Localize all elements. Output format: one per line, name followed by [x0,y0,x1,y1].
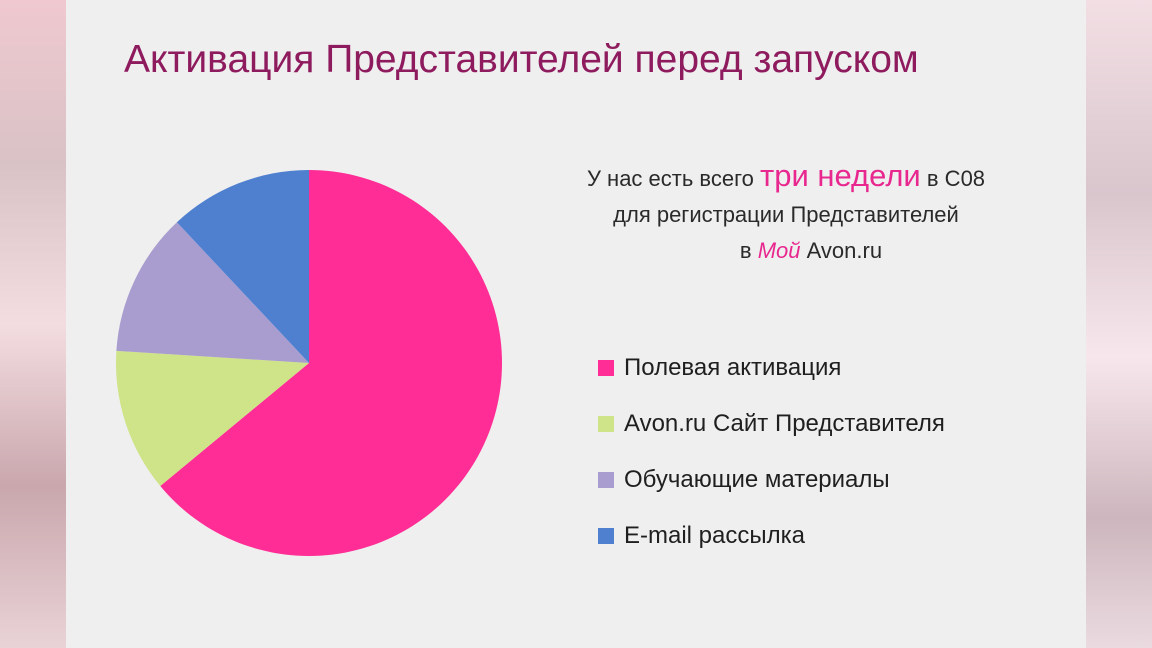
legend-swatch [598,528,614,544]
subtitle-line-3: в Мой Avon.ru [506,233,1066,269]
legend-label: Полевая активация [624,354,842,381]
background-photo-right [1086,0,1152,648]
subtitle-line-3-suffix: Avon.ru [800,238,883,263]
slide-title: Активация Представителей перед запуском [124,38,919,81]
pie-slice-3 [116,222,309,363]
legend-label: Avon.ru Сайт Представителя [624,410,945,437]
legend-label: Обучающие материалы [624,466,890,493]
subtitle-line-1: У нас есть всего три недели в C08 [506,158,1066,197]
legend-item-2: Avon.ru Сайт Представителя [598,396,945,452]
pie-slice-2 [115,350,309,487]
legend-label: E-mail рассылка [624,522,805,549]
pie-slice-1 [160,170,503,556]
pie-chart [115,170,503,556]
subtitle-line-3-prefix: в [739,238,758,263]
subtitle-highlight: три недели [760,158,921,193]
chart-legend: Полевая активация Avon.ru Сайт Представит… [598,340,945,564]
subtitle-line-2: для регистрации Представителей [613,202,959,227]
subtitle-line-3-italic: Мой [757,238,801,263]
subtitle-text-1: У нас есть всего [586,166,760,191]
background-photo-left [0,0,66,648]
legend-item-4: E-mail рассылка [598,508,945,564]
legend-item-1: Полевая активация [598,340,945,396]
subtitle: У нас есть всего три недели в C08 для ре… [506,158,1066,269]
subtitle-text-2: в C08 [920,166,986,191]
legend-swatch [598,472,614,488]
legend-swatch [598,360,614,376]
legend-swatch [598,416,614,432]
pie-slice-4 [176,170,309,363]
slide: Активация Представителей перед запуском … [66,0,1086,648]
legend-item-3: Обучающие материалы [598,452,945,508]
